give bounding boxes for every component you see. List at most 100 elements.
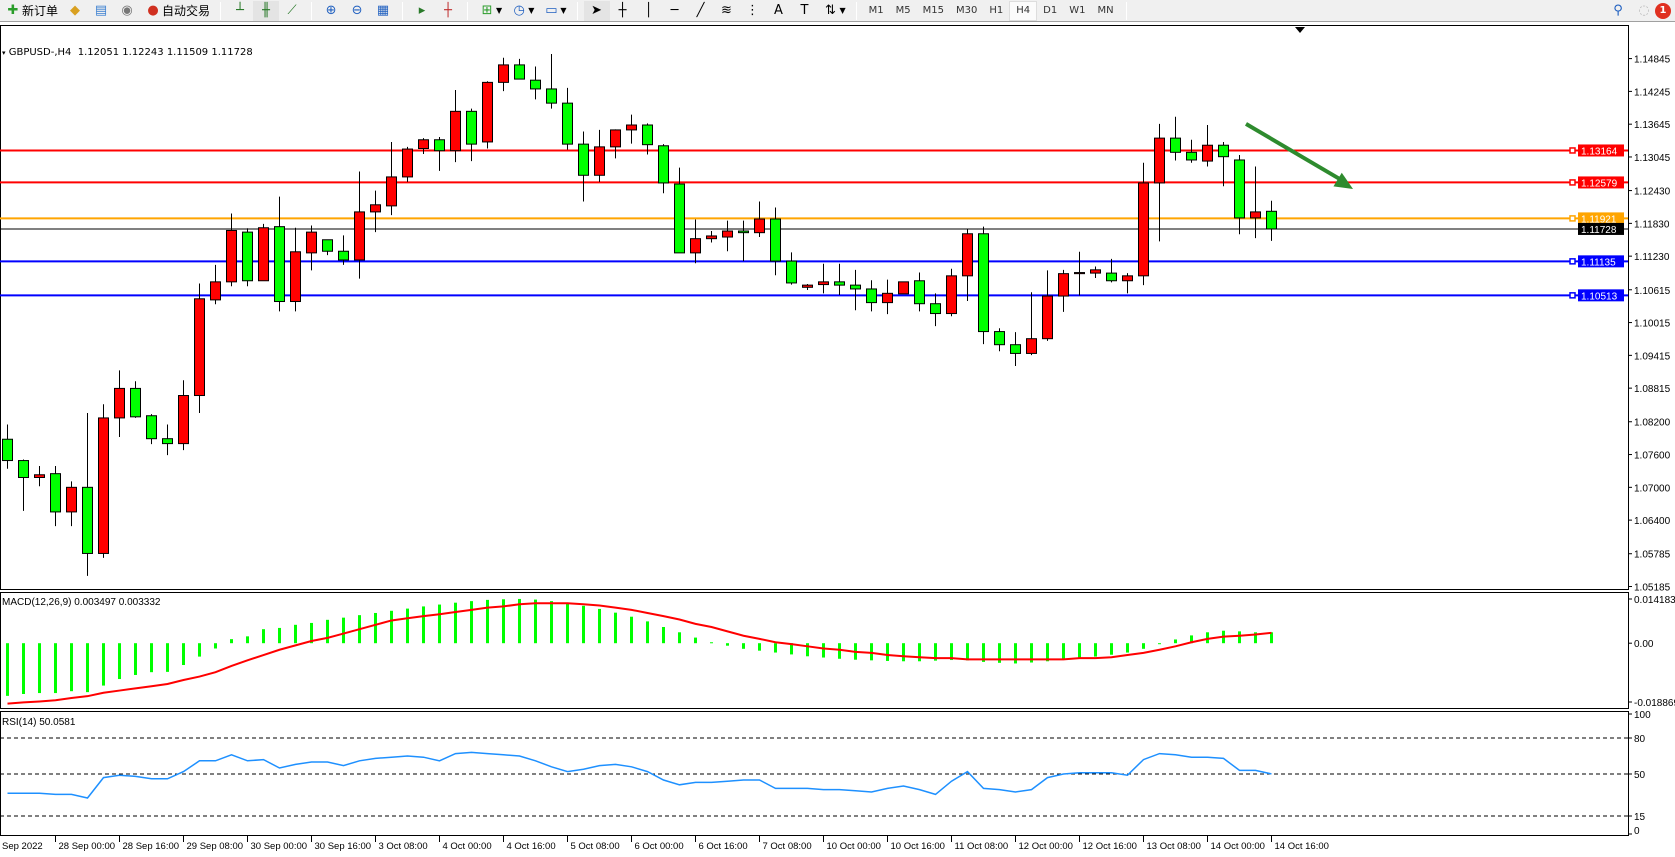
arrows-button[interactable]: ⇅ ▼ bbox=[818, 1, 850, 21]
candle bbox=[546, 53, 557, 109]
time-label: 12 Oct 00:00 bbox=[1019, 841, 1073, 852]
candle-body bbox=[402, 148, 413, 178]
market-watch-button[interactable]: ◆ bbox=[62, 1, 88, 21]
time-label: 4 Oct 00:00 bbox=[443, 841, 492, 852]
candle-body bbox=[482, 81, 493, 143]
search-button[interactable]: ⚲ bbox=[1605, 1, 1631, 21]
autoscroll-button[interactable]: ┼ bbox=[435, 1, 461, 21]
candle-body bbox=[786, 260, 797, 284]
macd-bar bbox=[614, 612, 617, 644]
candle-body bbox=[690, 238, 701, 254]
auto-trading-button[interactable]: ● 自动交易 bbox=[140, 1, 214, 21]
candle-body bbox=[1218, 144, 1229, 158]
chart-canvas[interactable]: 1.14845 1.14245 1.13645 1.13045 1.12430 1.118… bbox=[0, 22, 1675, 853]
new-order-button[interactable]: ✚ 新订单 bbox=[0, 1, 62, 21]
macd-bar bbox=[582, 605, 585, 644]
candle bbox=[258, 223, 269, 282]
timeframe-d1[interactable]: D1 bbox=[1043, 5, 1058, 16]
indicators-button[interactable]: ⊞ ▼ bbox=[474, 1, 506, 21]
navigator-button[interactable]: ▤ bbox=[88, 1, 114, 21]
candle-body bbox=[562, 102, 573, 145]
macd-bar bbox=[102, 643, 105, 686]
zoom-out-button[interactable]: ⊖ bbox=[344, 1, 370, 21]
new-order-icon: ✚ bbox=[7, 2, 19, 18]
text-label-button[interactable]: T bbox=[792, 1, 818, 21]
price-tick-label: 1.06400 bbox=[1634, 516, 1671, 527]
horizontal-line-button[interactable]: ─ bbox=[662, 1, 688, 21]
macd-bar bbox=[550, 601, 553, 644]
notification-button[interactable]: ◌ 1 bbox=[1631, 1, 1675, 21]
fibonacci-button[interactable]: ≋ bbox=[714, 1, 740, 21]
timeframe-m30[interactable]: M30 bbox=[956, 5, 978, 16]
candle bbox=[882, 279, 893, 315]
macd-bar bbox=[246, 636, 249, 644]
candle bbox=[834, 263, 845, 295]
timeframe-h1[interactable]: H1 bbox=[989, 5, 1004, 16]
candle-body bbox=[354, 211, 365, 261]
macd-bar bbox=[1190, 635, 1193, 644]
trendline-button[interactable]: ╱ bbox=[688, 1, 714, 21]
macd-bar bbox=[1206, 632, 1209, 644]
macd-bar bbox=[918, 643, 921, 662]
tile-windows-button[interactable]: ▦ bbox=[370, 1, 396, 21]
timeframe-h4[interactable]: H4 bbox=[1009, 0, 1038, 21]
macd-bar bbox=[1174, 639, 1177, 644]
time-label: 3 Oct 08:00 bbox=[379, 841, 428, 852]
rsi-tick-label: 80 bbox=[1634, 734, 1646, 745]
macd-bar bbox=[150, 643, 153, 673]
zoom-in-button[interactable]: ⊕ bbox=[318, 1, 344, 21]
trend-arrow-head bbox=[1333, 172, 1353, 189]
chart-window[interactable]: 1.14845 1.14245 1.13645 1.13045 1.12430 1.118… bbox=[0, 22, 1675, 853]
periods-icon: ◷ bbox=[513, 2, 525, 18]
text-button[interactable]: A bbox=[766, 1, 792, 21]
candle-body bbox=[1266, 210, 1277, 230]
timeframe-m5[interactable]: M5 bbox=[895, 5, 911, 16]
separator bbox=[576, 1, 578, 20]
signals-button[interactable]: ◉ bbox=[114, 1, 140, 21]
macd-bar bbox=[326, 619, 329, 644]
macd-bar bbox=[86, 643, 89, 693]
templates-button[interactable]: ▭ ▼ bbox=[538, 1, 570, 21]
candle bbox=[146, 414, 157, 445]
chart-shift-button[interactable]: ▸ bbox=[409, 1, 435, 21]
cursor-button[interactable]: ➤ bbox=[583, 0, 610, 21]
macd-bar bbox=[70, 643, 73, 692]
candle-body bbox=[114, 387, 125, 419]
timeframe-m15[interactable]: M15 bbox=[922, 5, 945, 16]
chart-shift-marker bbox=[1295, 27, 1305, 33]
time-label: 30 Sep 00:00 bbox=[251, 841, 308, 852]
macd-tick-label: 0.00 bbox=[1634, 639, 1654, 650]
tile-windows-icon: ▦ bbox=[376, 2, 390, 18]
candle bbox=[82, 413, 93, 576]
dropdown-arrow-icon: ▼ bbox=[560, 6, 567, 15]
candle-body bbox=[82, 486, 93, 554]
candle-body bbox=[1106, 272, 1117, 282]
line-chart-button[interactable]: ⟋ bbox=[279, 1, 305, 21]
crosshair-button[interactable]: ┼ bbox=[610, 1, 636, 21]
macd-bar bbox=[406, 608, 409, 644]
macd-bar bbox=[790, 643, 793, 655]
candle bbox=[290, 227, 301, 312]
timeframe-w1[interactable]: W1 bbox=[1069, 5, 1086, 16]
timeframe-m1[interactable]: M1 bbox=[868, 5, 884, 16]
timeframe-mn[interactable]: MN bbox=[1097, 5, 1114, 16]
candle bbox=[722, 220, 733, 252]
candle bbox=[562, 87, 573, 150]
candlestick-button[interactable]: ╫ bbox=[253, 0, 280, 21]
fibo-fan-button[interactable]: ⋮ bbox=[740, 1, 766, 21]
periods-button[interactable]: ◷ ▼ bbox=[506, 1, 538, 21]
time-label: 30 Sep 16:00 bbox=[315, 841, 372, 852]
macd-bar bbox=[390, 610, 393, 644]
search-icon: ⚲ bbox=[1613, 2, 1623, 18]
candle bbox=[658, 144, 669, 194]
price-label-box bbox=[1578, 212, 1624, 225]
candle-body bbox=[290, 251, 301, 303]
candle bbox=[1250, 166, 1261, 239]
candle-body bbox=[162, 438, 173, 445]
candle-body bbox=[242, 231, 253, 282]
vertical-line-button[interactable]: │ bbox=[636, 1, 662, 21]
bar-chart-button[interactable]: ┴ bbox=[227, 1, 253, 21]
macd-bar bbox=[822, 643, 825, 658]
candle bbox=[274, 196, 285, 312]
time-label: 10 Oct 16:00 bbox=[891, 841, 945, 852]
